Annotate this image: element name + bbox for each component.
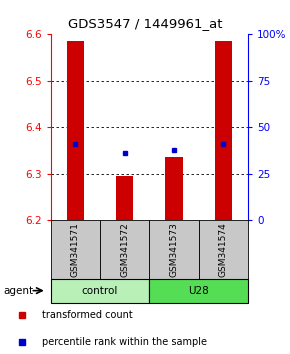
Bar	[51, 220, 100, 279]
Text: GSM341571: GSM341571	[71, 222, 80, 277]
Bar	[149, 279, 248, 303]
Bar	[149, 220, 199, 279]
Bar	[51, 279, 149, 303]
Bar	[100, 220, 149, 279]
Text: U28: U28	[188, 286, 209, 296]
Text: GSM341572: GSM341572	[120, 222, 129, 277]
Text: percentile rank within the sample: percentile rank within the sample	[42, 337, 207, 347]
Bar	[199, 220, 248, 279]
Text: GDS3547 / 1449961_at: GDS3547 / 1449961_at	[68, 17, 222, 30]
Bar	[165, 158, 183, 220]
Bar	[116, 176, 133, 220]
Text: control: control	[82, 286, 118, 296]
Text: GSM341573: GSM341573	[169, 222, 179, 277]
Text: agent: agent	[3, 286, 33, 296]
Text: GSM341574: GSM341574	[219, 222, 228, 277]
Bar	[67, 41, 84, 220]
Bar	[215, 41, 232, 220]
Text: transformed count: transformed count	[42, 310, 133, 320]
